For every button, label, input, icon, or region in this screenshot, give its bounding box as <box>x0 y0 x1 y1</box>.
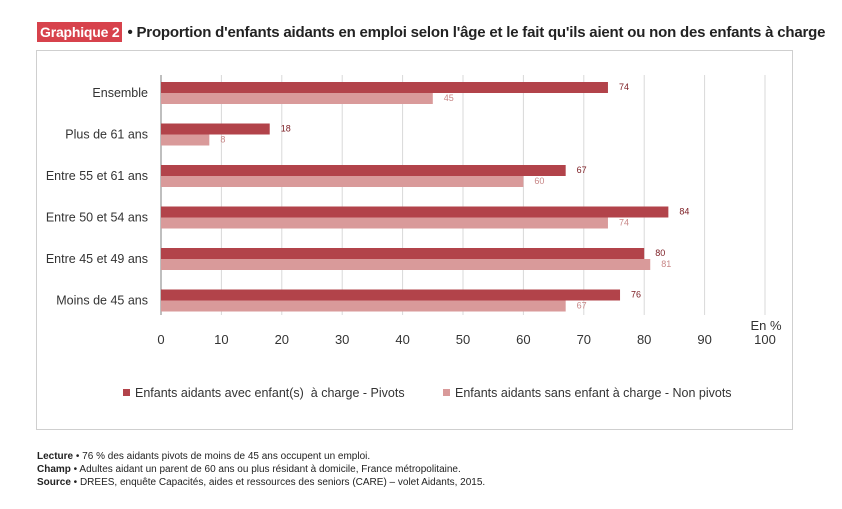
legend-label-non-pivots: Enfants aidants sans enfant à charge - N… <box>455 386 732 400</box>
bar-pivots <box>161 248 645 259</box>
x-tick-label: 10 <box>214 332 228 347</box>
note-label: Source <box>37 477 71 488</box>
x-tick-label: 0 <box>157 332 164 347</box>
category-label: Entre 50 et 54 ans <box>46 211 148 225</box>
note-label: Champ <box>37 464 71 475</box>
bar-non-pivots <box>161 217 608 229</box>
bar-pivots <box>161 206 669 218</box>
note-lecture: Lecture • 76 % des aidants pivots de moi… <box>37 450 485 463</box>
chart-title: • Proportion d'enfants aidants en emploi… <box>127 23 826 41</box>
bar-pivots <box>161 165 566 176</box>
data-label: 18 <box>281 124 291 134</box>
data-label: 74 <box>619 82 629 92</box>
data-label: 45 <box>444 93 454 103</box>
data-label: 60 <box>534 176 544 186</box>
category-label: Entre 45 et 49 ans <box>46 252 148 266</box>
note-label: Lecture <box>37 451 74 462</box>
x-tick-label: 50 <box>456 332 470 347</box>
category-label: Plus de 61 ans <box>65 128 148 142</box>
figure-badge: Graphique 2 <box>37 22 123 42</box>
x-tick-label: 40 <box>395 332 409 347</box>
note-text: • Adultes aidant un parent de 60 ans ou … <box>70 464 461 475</box>
bar-non-pivots <box>161 259 651 270</box>
bar-non-pivots <box>161 134 210 146</box>
note-text: • 76 % des aidants pivots de moins de 45… <box>73 451 371 462</box>
category-label: Entre 55 et 61 ans <box>46 169 148 183</box>
category-label: Ensemble <box>92 86 148 100</box>
bar-pivots <box>161 123 270 135</box>
note-champ: Champ • Adultes aidant un parent de 60 a… <box>37 463 485 476</box>
chart-panel: Ensemble 74 45 Plus de 61 ans 18 8 Entre 55 et… <box>36 50 793 430</box>
data-label: 67 <box>577 301 587 311</box>
data-label: 84 <box>679 207 689 217</box>
x-tick-label: 90 <box>697 332 711 347</box>
bar-non-pivots <box>161 300 566 312</box>
data-label: 76 <box>631 290 641 300</box>
chart-title-row: Graphique 2 • Proportion d'enfants aidan… <box>37 20 827 44</box>
bar-chart: Ensemble 74 45 Plus de 61 ans 18 8 Entre 55 et… <box>46 75 782 400</box>
category-label: Moins de 45 ans <box>56 294 148 308</box>
data-label: 8 <box>220 135 225 145</box>
x-axis-unit-label: En % <box>750 318 782 333</box>
legend-swatch-pivots <box>123 389 130 396</box>
x-tick-label: 20 <box>275 332 289 347</box>
data-label: 74 <box>619 218 629 228</box>
chart-notes: Lecture • 76 % des aidants pivots de moi… <box>37 450 485 489</box>
x-tick-label: 60 <box>516 332 530 347</box>
x-tick-label: 70 <box>577 332 591 347</box>
data-label: 67 <box>577 165 587 175</box>
x-tick-label: 100 <box>754 332 776 347</box>
x-tick-label: 30 <box>335 332 349 347</box>
data-label: 81 <box>661 259 671 269</box>
bar-non-pivots <box>161 176 524 187</box>
legend-swatch-non-pivots <box>443 389 450 396</box>
x-tick-label: 80 <box>637 332 651 347</box>
note-source: Source • DREES, enquête Capacités, aides… <box>37 476 485 489</box>
bar-pivots <box>161 289 621 301</box>
note-text: • DREES, enquête Capacités, aides et res… <box>70 477 486 488</box>
bar-pivots <box>161 82 608 93</box>
bar-non-pivots <box>161 93 433 104</box>
legend-label-pivots: Enfants aidants avec enfant(s) à charge … <box>135 386 405 400</box>
data-label: 80 <box>655 248 665 258</box>
